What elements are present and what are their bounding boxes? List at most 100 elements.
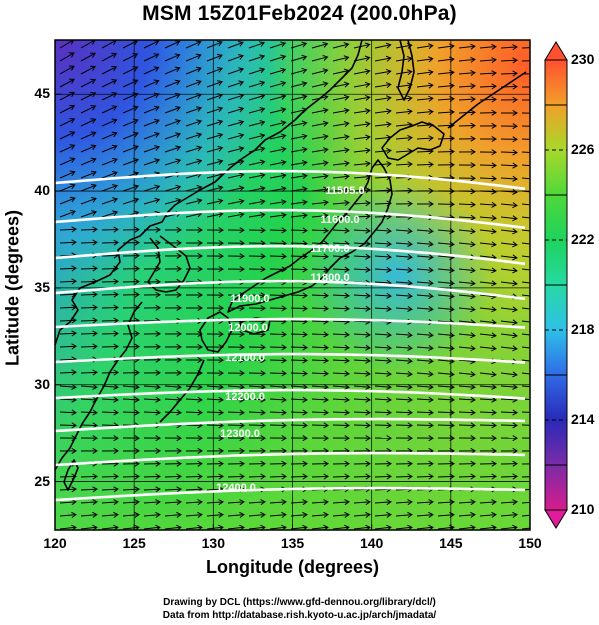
wind-arrow <box>500 333 517 337</box>
wind-arrow-head <box>407 473 413 480</box>
wind-arrow-head <box>344 460 350 467</box>
wind-arrow-head <box>512 371 518 378</box>
wind-arrow-head <box>512 345 518 352</box>
wind-arrow-head <box>533 163 537 168</box>
contour-line <box>55 486 526 502</box>
wind-arrow-head <box>491 383 497 390</box>
wind-arrow-head <box>470 56 476 63</box>
wind-arrow-head <box>512 123 518 130</box>
wind-arrow <box>143 526 160 530</box>
wind-arrow-head <box>239 409 245 416</box>
wind-arrow <box>353 123 370 127</box>
wind-arrow <box>290 501 307 504</box>
wind-arrow-head <box>176 239 182 246</box>
wind-arrow-head <box>260 460 266 467</box>
wind-arrow <box>353 109 370 114</box>
wind-arrow-head <box>491 228 497 235</box>
wind-arrow-head <box>71 343 77 350</box>
wind-arrow <box>185 212 202 218</box>
wind-arrow-head <box>71 265 77 272</box>
wind-arrow <box>416 294 433 297</box>
wind-arrow-head <box>407 187 413 194</box>
wind-arrow-head <box>218 422 224 429</box>
wind-arrow-head <box>153 40 160 46</box>
wind-arrow <box>290 255 308 258</box>
wind-arrow <box>374 123 391 127</box>
wind-arrow-head <box>239 344 245 351</box>
wind-arrow-head <box>491 175 497 182</box>
wind-arrow-head <box>218 473 224 480</box>
wind-arrow-head <box>196 106 203 112</box>
wind-arrow <box>59 210 76 218</box>
wind-arrow-head <box>512 460 518 467</box>
wind-arrow <box>248 68 265 75</box>
wind-arrow <box>101 145 118 153</box>
wind-arrow <box>395 110 412 114</box>
wind-arrow-head <box>217 80 223 86</box>
wind-arrow-head <box>428 267 434 274</box>
wind-arrow <box>374 307 391 310</box>
wind-arrow-head <box>322 94 329 101</box>
wind-arrow-head <box>491 70 497 77</box>
wind-arrow-head <box>407 383 413 390</box>
wind-arrow <box>437 333 454 337</box>
wind-arrow-head <box>512 136 518 143</box>
wind-arrow <box>416 84 433 88</box>
wind-arrow-head <box>175 158 182 165</box>
wind-arrow-head <box>449 96 455 103</box>
wind-arrow <box>59 501 76 504</box>
wind-arrow <box>290 122 307 127</box>
wind-arrow-head <box>344 199 350 206</box>
wind-arrow <box>500 526 517 530</box>
wind-arrow <box>101 119 117 127</box>
wind-arrow <box>164 80 181 88</box>
wind-arrow-head <box>301 173 308 180</box>
wind-arrow-head <box>407 121 413 128</box>
wind-arrow <box>101 79 117 88</box>
wind-arrow <box>164 411 182 414</box>
wind-arrow-head <box>386 305 392 312</box>
wind-arrow-head <box>386 344 392 351</box>
wind-arrow-head <box>216 53 223 60</box>
wind-arrow-head <box>323 435 329 442</box>
wind-arrow <box>59 241 77 244</box>
wind-arrow-head <box>281 370 287 377</box>
wind-arrow <box>500 72 518 75</box>
wind-arrow <box>206 147 223 153</box>
wind-arrow-head <box>407 331 413 338</box>
wind-arrow <box>185 120 202 127</box>
wind-arrow-head <box>155 239 161 246</box>
wind-arrow-head <box>92 396 98 403</box>
wind-arrow-head <box>111 131 118 138</box>
wind-arrow-head <box>154 145 160 151</box>
wind-arrow-head <box>197 252 203 259</box>
wind-arrow <box>500 229 517 233</box>
wind-arrow-head <box>344 499 350 506</box>
wind-arrow <box>143 159 160 166</box>
wind-arrow <box>101 411 119 414</box>
wind-arrow-head <box>175 132 182 138</box>
wind-arrow-head <box>407 227 413 234</box>
wind-arrow-head <box>260 396 266 403</box>
wind-arrow <box>332 202 349 205</box>
wind-arrow <box>185 41 201 49</box>
wind-arrow <box>395 359 412 362</box>
wind-arrow <box>80 514 97 517</box>
wind-arrow <box>290 56 307 62</box>
wind-arrow <box>500 372 517 376</box>
wind-arrow-head <box>238 106 245 113</box>
wind-arrow <box>416 359 433 362</box>
wind-arrow-head <box>175 119 181 125</box>
wind-arrow <box>311 175 328 179</box>
wind-arrow-head <box>259 120 266 126</box>
wind-arrow-head <box>491 280 497 287</box>
wind-arrow <box>80 197 97 205</box>
wind-arrow-head <box>491 306 497 313</box>
coastlines <box>55 40 527 491</box>
wind-arrow-head <box>365 266 371 273</box>
contour-line <box>55 451 526 467</box>
wind-arrow-head <box>134 473 140 480</box>
wind-arrow-head <box>281 422 287 429</box>
wind-arrow-head <box>134 486 140 493</box>
wind-arrow <box>80 40 96 49</box>
